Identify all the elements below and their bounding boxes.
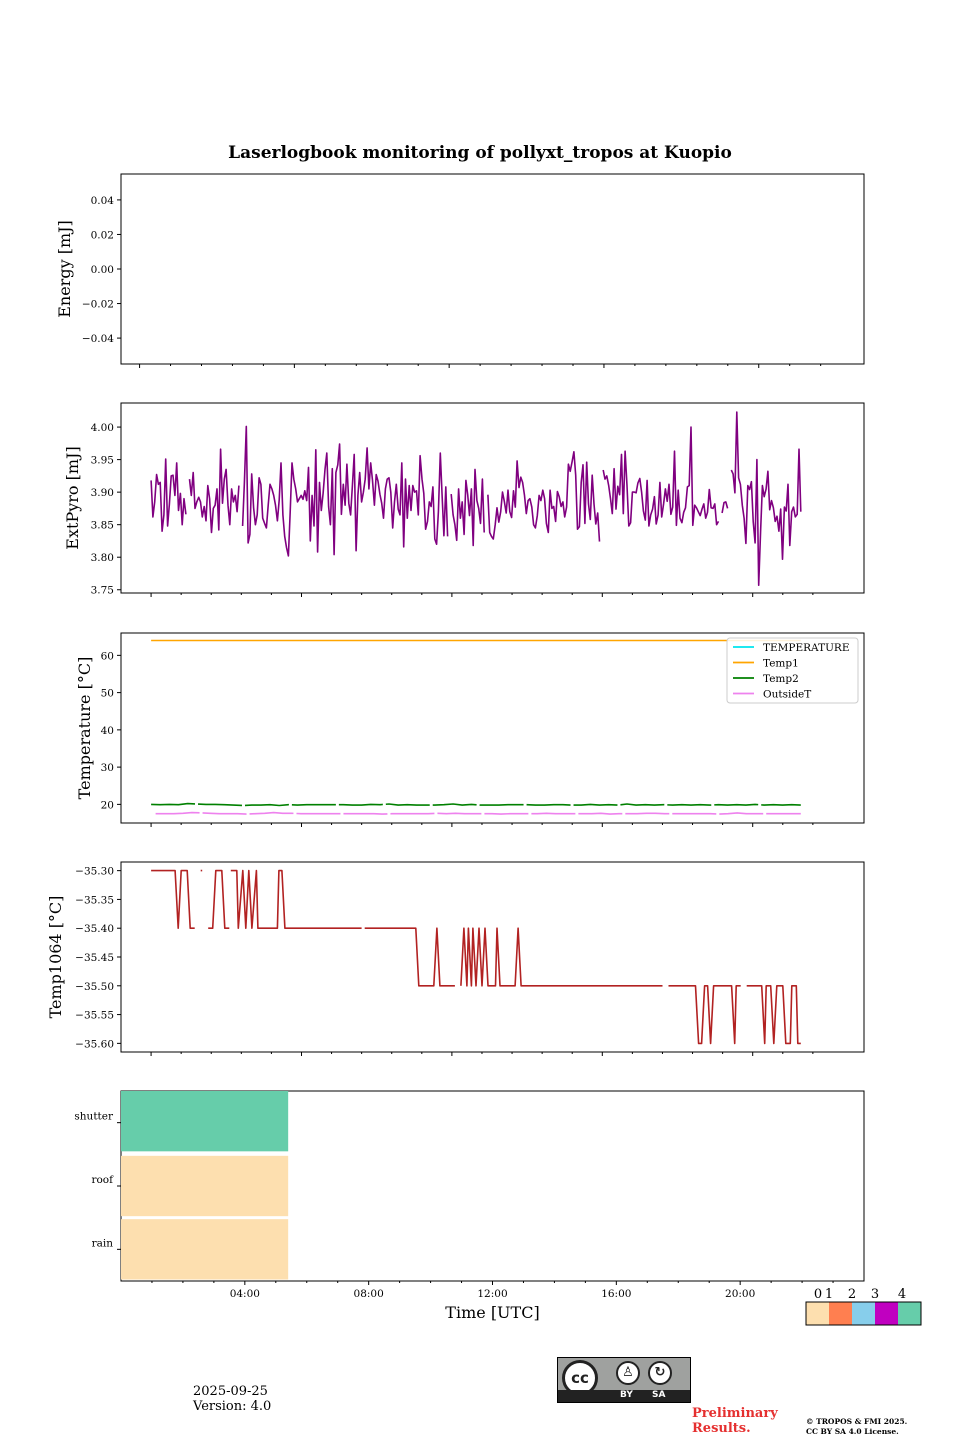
status-xtick-label: 20:00: [725, 1288, 755, 1300]
colorbar-swatch-3: [875, 1302, 898, 1325]
colorbar-swatch-0: [806, 1302, 829, 1325]
series-outsidet-line: [155, 811, 801, 815]
xaxis-label: Time [UTC]: [445, 1303, 539, 1322]
panels: 0.04 0.02 0.00 −0.02 −0.04 Energy [mJ] 4.00 3.9…: [46, 173, 865, 1322]
temp1064-ytick-label: −35.45: [75, 952, 114, 964]
extpyro-ytick-label: 3.95: [91, 455, 114, 467]
legend-box: [726, 637, 859, 704]
energy-axes-frame: [120, 173, 865, 365]
cc-license-badge: cc ♙ ↻ BY SA: [557, 1357, 691, 1403]
status-cell-shutter: [121, 1091, 289, 1152]
copyright-line-1: © TROPOS & FMI 2025.: [806, 1417, 908, 1426]
extpyro-axes-frame: [120, 402, 865, 594]
series-temp1064-line: [151, 869, 801, 1045]
footer-version: Version: 4.0: [193, 1399, 272, 1414]
legend-label-outsidet: OutsideT: [763, 689, 811, 701]
colorbar-label-0: 0: [814, 1287, 822, 1302]
extpyro-ylabel: ExtPyro [mJ]: [63, 446, 82, 549]
colorbar-label-2: 2: [848, 1287, 856, 1302]
cc-label-bar: BY SA: [558, 1390, 690, 1402]
panel-temp1064: −35.30 −35.35 −35.40 −35.45 −35.50 −35.55 −35.…: [46, 861, 865, 1056]
share-alike-icon: ↻: [648, 1361, 672, 1385]
energy-ytick-label: −0.04: [82, 333, 114, 345]
status-row-label-shutter: shutter: [74, 1111, 114, 1123]
energy-ytick-label: −0.02: [82, 299, 114, 311]
colorbar-swatch-4: [898, 1302, 921, 1325]
copyright-note: © TROPOS & FMI 2025. CC BY SA 4.0 Licens…: [806, 1417, 907, 1437]
extpyro-ytick-label: 3.75: [91, 585, 114, 597]
panel-extpyro: 4.00 3.95 3.90 3.85 3.80 3.75 ExtPyro [mJ]: [63, 402, 865, 597]
panel-status: shutter roof rain 04:00 08:00 12:00 16:00 20:00…: [74, 1090, 865, 1322]
cc-logo-icon: cc: [562, 1360, 598, 1396]
extpyro-ytick-label: 3.85: [91, 520, 114, 532]
temp1064-ytick-label: −35.50: [75, 981, 114, 993]
figure-title: Laserlogbook monitoring of pollyxt_tropo…: [228, 143, 732, 163]
colorbar-frame: [805, 1301, 922, 1326]
temp1064-ytick-label: −35.60: [75, 1038, 114, 1050]
panel-temperature: 60 50 40 30 20 Temperature [°C] TEMPERATURE Tem…: [75, 632, 865, 827]
series-temp2-line: [151, 802, 801, 807]
temp1064-ytick-label: −35.30: [75, 866, 114, 878]
preliminary-results-note: Preliminary Results.: [692, 1406, 778, 1436]
legend-label-temperature: TEMPERATURE: [763, 642, 850, 654]
temperature-ytick-label: 30: [101, 762, 114, 774]
temp1064-ytick-label: −35.40: [75, 923, 114, 935]
legend-label-temp2: Temp2: [763, 673, 799, 685]
status-xtick-label: 04:00: [230, 1288, 260, 1300]
preliminary-line-1: Preliminary: [692, 1406, 778, 1421]
temperature-ytick-label: 50: [101, 688, 114, 700]
extpyro-ytick-label: 4.00: [91, 422, 114, 434]
status-cell-roof: [121, 1155, 289, 1217]
extpyro-ytick-label: 3.90: [91, 487, 114, 499]
panel-energy: 0.04 0.02 0.00 −0.02 −0.04 Energy [mJ]: [55, 173, 865, 368]
temperature-ytick-label: 60: [101, 650, 114, 662]
energy-ylabel: Energy [mJ]: [55, 220, 74, 318]
colorbar-label-3: 3: [871, 1287, 879, 1302]
cc-by-label: BY: [620, 1390, 633, 1400]
status-cell-rain: [121, 1219, 289, 1280]
temperature-ytick-label: 20: [101, 799, 114, 811]
temp1064-ytick-label: −35.55: [75, 1010, 114, 1022]
status-row-label-rain: rain: [92, 1237, 114, 1249]
energy-ytick-label: 0.00: [91, 264, 114, 276]
legend-label-temp1: Temp1: [763, 658, 799, 670]
colorbar-swatch-2: [852, 1302, 875, 1325]
footer-date: 2025-09-25: [193, 1384, 268, 1399]
attribution-person-icon: ♙: [616, 1361, 640, 1385]
colorbar-swatch-1: [829, 1302, 852, 1325]
status-xtick-label: 12:00: [477, 1288, 507, 1300]
energy-ytick-label: 0.04: [91, 195, 115, 207]
temp1064-ytick-label: −35.35: [75, 894, 114, 906]
energy-ytick-label: 0.02: [91, 229, 114, 241]
status-row-label-roof: roof: [91, 1174, 114, 1186]
temperature-ytick-label: 40: [101, 725, 114, 737]
temperature-ylabel: Temperature [°C]: [75, 657, 94, 800]
extpyro-ytick-label: 3.80: [91, 552, 114, 564]
temp1064-ylabel: Temp1064 [°C]: [46, 896, 65, 1019]
series-extpyro-line: [150, 411, 802, 586]
cc-sa-label: SA: [652, 1390, 666, 1400]
copyright-line-2: CC BY SA 4.0 License.: [806, 1427, 899, 1436]
temp1064-axes-frame: [120, 861, 865, 1053]
status-xtick-label: 16:00: [601, 1288, 631, 1300]
footer-date-version: 2025-09-25 Version: 4.0: [193, 1384, 271, 1414]
status-xtick-label: 08:00: [354, 1288, 384, 1300]
colorbar-label-1: 1: [825, 1287, 833, 1302]
preliminary-line-2: Results.: [692, 1421, 751, 1436]
colorbar-label-4: 4: [898, 1287, 906, 1302]
